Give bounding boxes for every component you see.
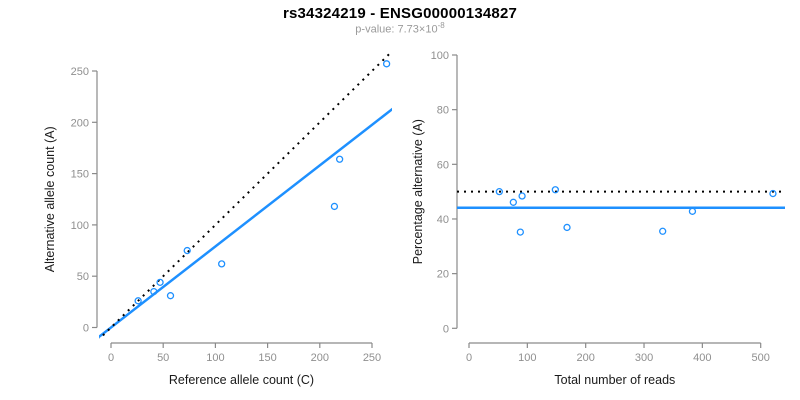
data-point (516, 228, 524, 236)
points-allele-count-scatter (134, 60, 391, 305)
data-point (150, 287, 158, 296)
y-tick-label: 0 (83, 323, 89, 335)
data-point (166, 292, 175, 300)
panel-allele-count-scatter: 0 50 100 150 200 250 0 50 100 150 200 250 Reference … (43, 53, 392, 387)
data-point (769, 189, 777, 198)
x-tick-label: 200 (311, 352, 329, 364)
data-point (659, 227, 667, 235)
y-axis-title: Alternative allele count (A) (43, 126, 57, 272)
points-percentage-reads-scatter (495, 186, 777, 236)
x-tick-label: 0 (466, 352, 472, 364)
data-point (688, 207, 697, 215)
x-tick-label: 500 (752, 352, 770, 364)
data-point (330, 202, 339, 211)
data-point (382, 60, 391, 68)
data-point (335, 155, 344, 163)
x-axis-title: Total number of reads (554, 373, 675, 387)
y-tick-label: 150 (71, 169, 89, 181)
data-point (134, 297, 142, 305)
y-tick-label: 250 (71, 66, 89, 78)
y-tick-label: 100 (431, 50, 449, 62)
y-tick-label: 80 (437, 105, 449, 117)
x-tick-label: 400 (693, 352, 711, 364)
p-value-subtitle: p-value: 7.73×10-8 (0, 21, 800, 36)
data-point (218, 260, 226, 268)
y-tick-label: 50 (77, 271, 89, 283)
x-axis-title: Reference allele count (C) (169, 373, 314, 387)
data-point (509, 198, 517, 206)
p-value-text: p-value: 7.73×10 (355, 23, 438, 36)
p-value-exponent: -8 (437, 21, 445, 30)
y-tick-label: 100 (71, 220, 89, 232)
data-point (156, 278, 164, 287)
y-tick-label: 0 (443, 323, 449, 335)
x-tick-label: 50 (157, 352, 169, 364)
data-point (563, 223, 571, 232)
data-point (518, 192, 526, 200)
figure-title: rs34324219 - ENSG00000134827 (282, 5, 518, 22)
lines-allele-count-scatter (99, 53, 392, 339)
y-tick-label: 200 (71, 117, 89, 129)
y-axis-title: Percentage alternative (A) (411, 119, 425, 264)
x-tick-label: 0 (108, 352, 114, 364)
data-point (551, 186, 559, 194)
data-point (183, 246, 191, 255)
y-tick-label: 20 (437, 269, 449, 281)
y-tick-label: 60 (437, 159, 449, 171)
panel-percentage-reads-scatter: 0 100 200 300 400 500 0 20 40 60 80 100 Total number… (411, 50, 785, 387)
y-tick-label: 40 (437, 214, 449, 226)
x-tick-label: 250 (363, 352, 381, 364)
x-tick-label: 100 (206, 352, 224, 364)
x-tick-label: 150 (258, 352, 276, 364)
lines-percentage-reads-scatter (457, 190, 785, 210)
x-tick-label: 200 (577, 352, 595, 364)
identity-line (99, 53, 392, 339)
fit-line (99, 107, 392, 339)
x-tick-label: 300 (635, 352, 653, 364)
data-point (495, 187, 503, 196)
x-tick-label: 100 (518, 352, 536, 364)
